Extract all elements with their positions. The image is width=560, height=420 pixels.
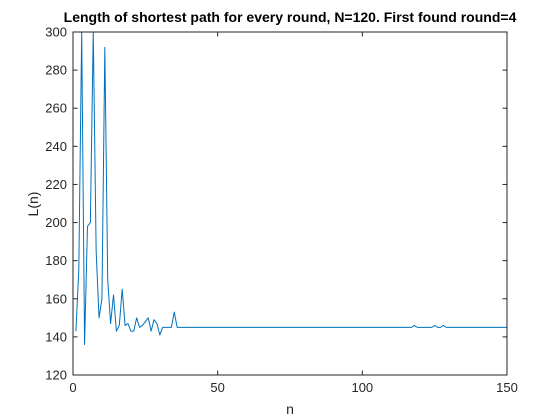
y-tick-label: 300 <box>45 25 67 40</box>
y-axis-label: L(n) <box>25 192 41 217</box>
x-tick-label: 0 <box>69 380 76 395</box>
y-tick-label: 280 <box>45 63 67 78</box>
x-tick-label: 100 <box>351 380 373 395</box>
y-tick-label: 160 <box>45 291 67 306</box>
x-tick-label: 150 <box>496 380 518 395</box>
y-tick-label: 120 <box>45 368 67 383</box>
x-tick-label: 50 <box>210 380 224 395</box>
y-tick-label: 180 <box>45 253 67 268</box>
chart-title: Length of shortest path for every round,… <box>64 9 517 25</box>
y-tick-label: 220 <box>45 177 67 192</box>
y-tick-label: 240 <box>45 139 67 154</box>
x-axis-label: n <box>286 401 294 417</box>
y-tick-label: 200 <box>45 215 67 230</box>
y-tick-label: 140 <box>45 329 67 344</box>
y-tick-label: 260 <box>45 101 67 116</box>
